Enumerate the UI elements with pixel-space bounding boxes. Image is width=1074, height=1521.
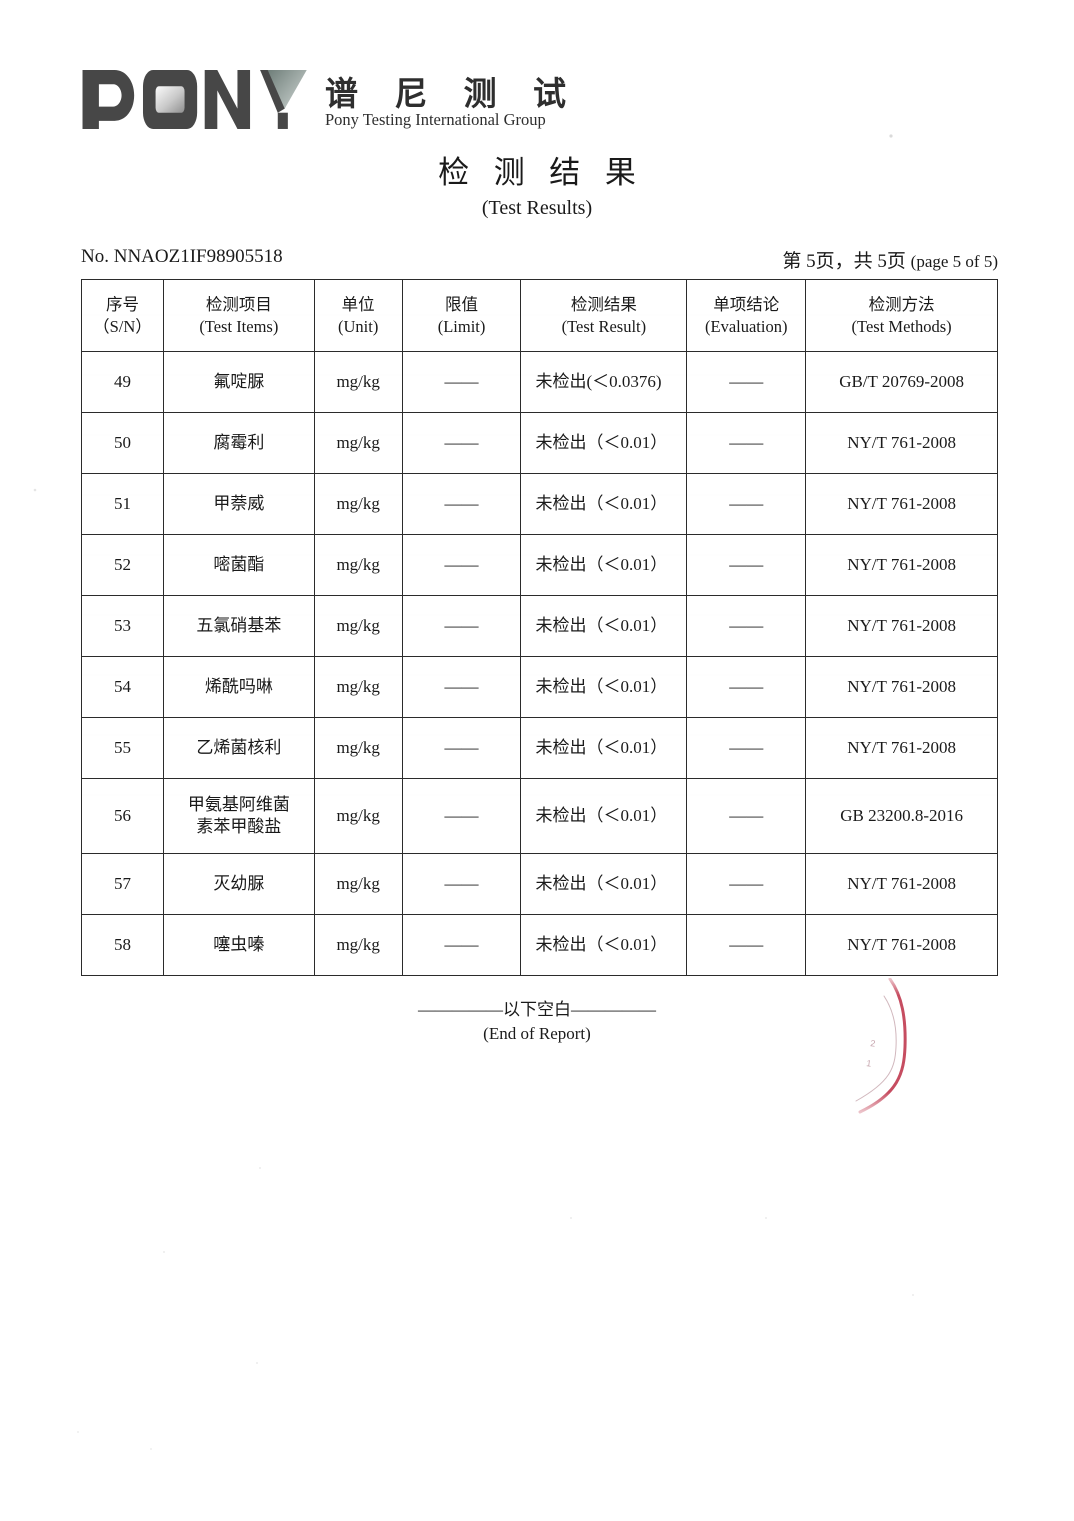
svg-text:2: 2 [870, 1038, 876, 1049]
svg-text:1: 1 [866, 1058, 872, 1069]
